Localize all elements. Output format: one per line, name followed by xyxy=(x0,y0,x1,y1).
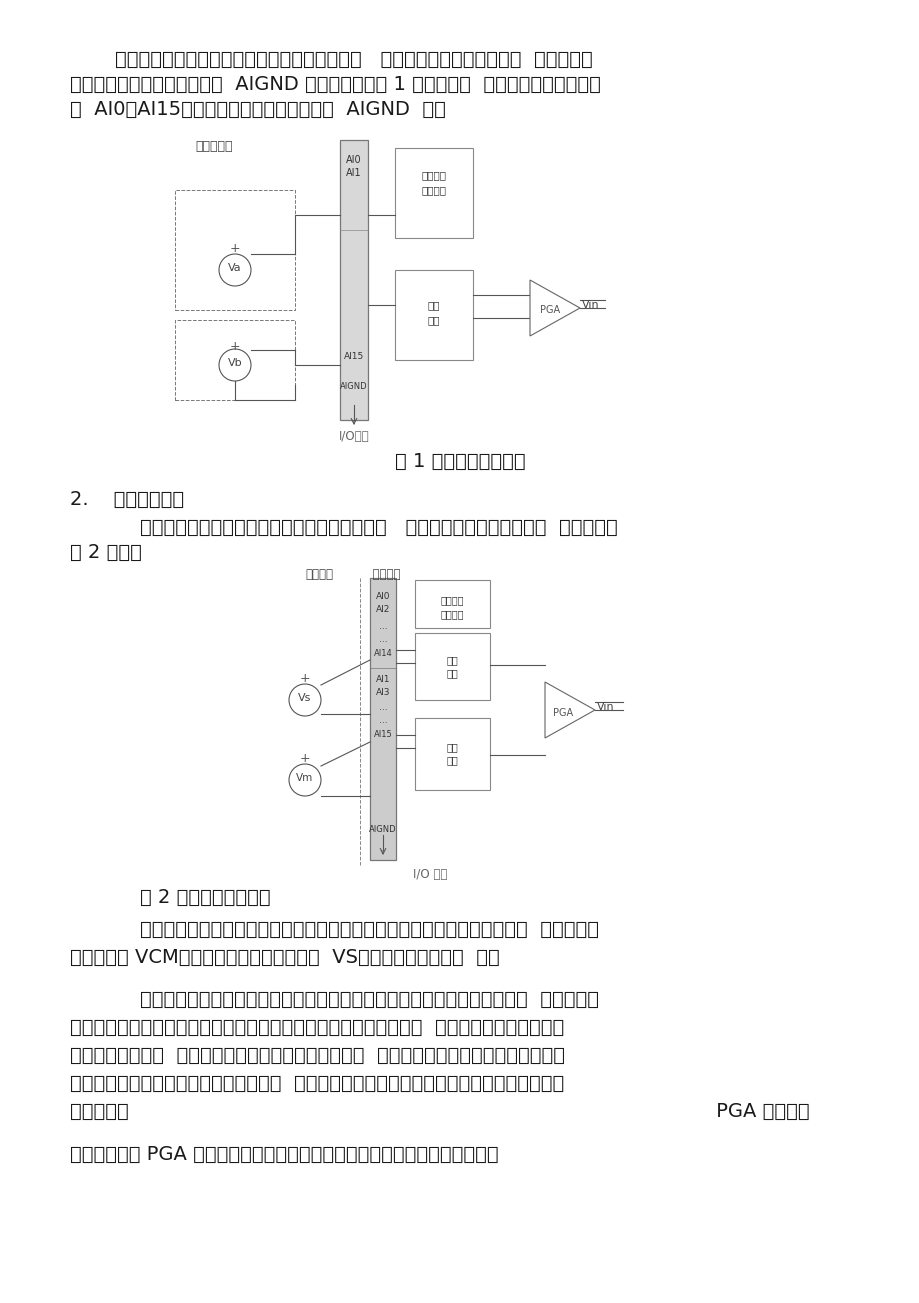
Text: AI14: AI14 xyxy=(373,649,391,658)
Text: ...: ... xyxy=(379,635,387,644)
Text: +: + xyxy=(300,753,310,765)
Text: Va: Va xyxy=(228,263,242,274)
Text: 图 2 所示。: 图 2 所示。 xyxy=(70,543,142,562)
Bar xyxy=(175,190,295,310)
Bar xyxy=(394,149,472,238)
Text: 板卡外部: 板卡外部 xyxy=(305,568,333,581)
Text: 开关: 开关 xyxy=(427,315,440,324)
Text: 开关: 开关 xyxy=(446,754,458,765)
Text: Vm: Vm xyxy=(296,773,313,783)
Circle shape xyxy=(289,764,321,796)
Text: AI3: AI3 xyxy=(375,688,390,697)
Text: AI1: AI1 xyxy=(375,675,390,684)
Text: 输入信号电压以板卡的模拟地  AIGND 为参考地。如图 1 所示，信号  源的正端连接到输入通: 输入信号电压以板卡的模拟地 AIGND 为参考地。如图 1 所示，信号 源的正端… xyxy=(70,76,600,94)
Text: 板卡内部: 板卡内部 xyxy=(365,568,400,581)
Text: AIGND: AIGND xyxy=(340,382,368,391)
Text: PGA: PGA xyxy=(552,708,573,718)
Text: 2.    差分连接方式: 2. 差分连接方式 xyxy=(70,490,184,509)
Text: 如果输入信号的一端与信号源本身的参考地相连接，那么输入的这个信号为  对地参考的: 如果输入信号的一端与信号源本身的参考地相连接，那么输入的这个信号为 对地参考的 xyxy=(115,990,598,1009)
Text: 信号。由于输入信号的参考地和板卡的模拟地不一定是相同的电位，  因此在这两个地之间就会: 信号。由于输入信号的参考地和板卡的模拟地不一定是相同的电位， 因此在这两个地之间… xyxy=(70,1018,563,1037)
Bar xyxy=(394,270,472,360)
Polygon shape xyxy=(529,280,579,336)
Bar xyxy=(340,139,368,420)
Circle shape xyxy=(219,349,251,380)
Circle shape xyxy=(289,684,321,717)
Bar xyxy=(414,718,490,790)
Text: ...: ... xyxy=(379,717,387,724)
Text: 信号的参考地端到差分输入同到的负输入  端。如果浮地信号被连接到差分输入通道，则信号源: 信号的参考地端到差分输入同到的负输入 端。如果浮地信号被连接到差分输入通道，则信… xyxy=(70,1074,563,1093)
Bar xyxy=(369,579,395,860)
Polygon shape xyxy=(544,681,595,737)
Circle shape xyxy=(219,254,251,285)
Text: 模拟: 模拟 xyxy=(427,300,440,310)
Text: 可能会超过                                                                           : 可能会超过 xyxy=(70,1102,809,1121)
Text: Vb: Vb xyxy=(227,358,242,367)
Text: I/O接口: I/O接口 xyxy=(338,430,369,443)
Text: AI1: AI1 xyxy=(346,168,361,179)
Text: AIGND: AIGND xyxy=(369,825,396,834)
Text: AI0: AI0 xyxy=(346,155,361,165)
Text: ...: ... xyxy=(379,704,387,711)
Text: 差分连接方式的每个通道可以连接两根信号线，   来测量这两根信号线之间的  电压差，如: 差分连接方式的每个通道可以连接两根信号线， 来测量这两根信号线之间的 电压差，如 xyxy=(115,519,617,537)
Text: +: + xyxy=(230,340,240,353)
Text: 形成共模电势差。  为了避免由于共模电势差引起的地环  路噪声对测量的影响，可以连接输入: 形成共模电势差。 为了避免由于共模电势差引起的地环 路噪声对测量的影响，可以连接… xyxy=(70,1046,564,1065)
Text: I/O 接口: I/O 接口 xyxy=(413,868,447,881)
Text: AI15: AI15 xyxy=(373,730,391,739)
Text: 通道控制: 通道控制 xyxy=(440,609,463,619)
Text: 开关: 开关 xyxy=(446,668,458,678)
Text: 道  AI0～AI15，信号源的负端连接到板卡的  AIGND  上。: 道 AI0～AI15，信号源的负端连接到板卡的 AIGND 上。 xyxy=(70,100,446,119)
Text: 压范围，此时 PGA 将会饱和并导致错误的测量结果，因此在连接浮地信号时，: 压范围，此时 PGA 将会饱和并导致错误的测量结果，因此在连接浮地信号时， xyxy=(70,1145,498,1164)
Bar xyxy=(414,633,490,700)
Text: ...: ... xyxy=(379,622,387,631)
Text: PGA: PGA xyxy=(539,305,560,315)
Text: 图 1 单端输入接线方式: 图 1 单端输入接线方式 xyxy=(394,452,525,470)
Text: 的共模成分 VCM，提取两个输入信号的差値  VS，从而区别信号和噪  声。: 的共模成分 VCM，提取两个输入信号的差値 VS，从而区别信号和噪 声。 xyxy=(70,949,499,967)
Text: Vin: Vin xyxy=(596,702,614,711)
Text: +: + xyxy=(300,672,310,685)
Text: AI0: AI0 xyxy=(375,592,390,601)
Text: 图 2 差分输入连接方式: 图 2 差分输入连接方式 xyxy=(140,889,270,907)
Text: 模拟: 模拟 xyxy=(446,655,458,665)
Text: 模拟: 模拟 xyxy=(446,741,458,752)
Bar xyxy=(175,321,295,400)
Text: 单端连接方式对每个通道来说只有一根信号线，   以及一根共同的地线构成回  路。被测的: 单端连接方式对每个通道来说只有一根信号线， 以及一根共同的地线构成回 路。被测的 xyxy=(115,50,592,69)
Text: +: + xyxy=(230,241,240,254)
Text: Vin: Vin xyxy=(582,300,599,310)
Text: Vs: Vs xyxy=(298,693,312,704)
Bar xyxy=(414,580,490,628)
Text: AI2: AI2 xyxy=(375,605,390,614)
Text: 通道控制: 通道控制 xyxy=(421,185,446,195)
Text: AI15: AI15 xyxy=(344,352,364,361)
Text: 差分连接方式的优点通过差分放大器共模抑制的功能，消除共同包含在两个  输入信号中: 差分连接方式的优点通过差分放大器共模抑制的功能，消除共同包含在两个 输入信号中 xyxy=(115,920,598,939)
Text: 模拟开关: 模拟开关 xyxy=(440,595,463,605)
Text: 输入信号源: 输入信号源 xyxy=(195,139,233,152)
Text: 模拟开关: 模拟开关 xyxy=(421,169,446,180)
